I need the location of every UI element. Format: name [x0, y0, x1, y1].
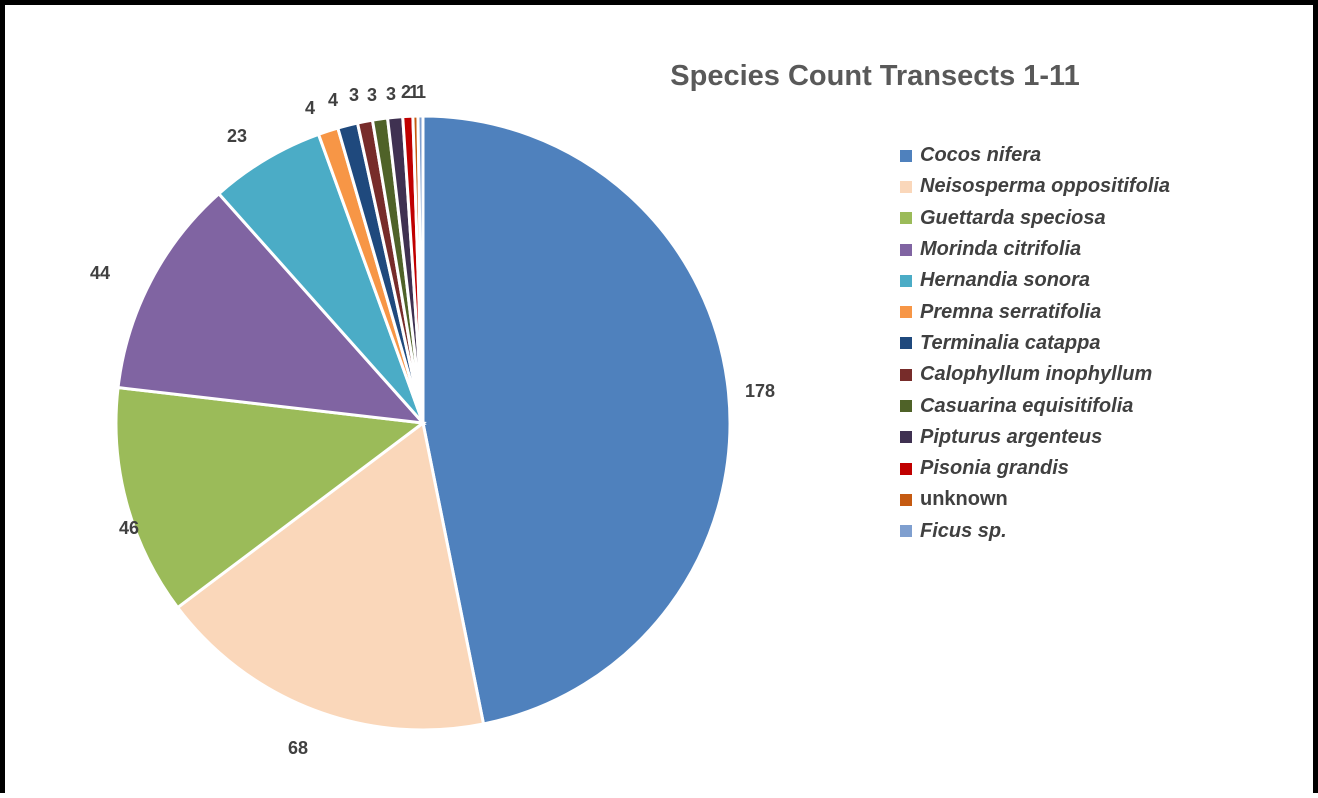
data-label-calophyllum-inophyllum: 3	[349, 85, 359, 105]
data-label-pisonia-grandis: 2	[401, 82, 411, 102]
legend-entry-neisosperma-oppositifolia: Neisosperma oppositifolia	[900, 171, 1170, 202]
legend-label: Morinda citrifolia	[920, 238, 1082, 261]
data-label-terminalia-catappa: 4	[328, 90, 338, 110]
legend-label: Hernandia sonora	[920, 269, 1091, 292]
legend-label: Calophyllum inophyllum	[920, 363, 1153, 386]
legend-entry-ficus-sp: Ficus sp.	[900, 516, 1170, 547]
legend-entry-calophyllum-inophyllum: Calophyllum inophyllum	[900, 359, 1170, 390]
legend-swatch	[900, 525, 912, 538]
legend-swatch	[900, 462, 912, 475]
legend-swatch	[900, 274, 912, 287]
pie-slice-guettarda-speciosa	[114, 385, 427, 610]
data-label-guettarda-speciosa: 46	[119, 518, 139, 538]
data-label-hernandia-sonora: 23	[227, 126, 247, 146]
legend-swatch	[900, 368, 912, 381]
data-label-pipturus-argenteus: 3	[386, 84, 396, 104]
legend-label: Ficus sp.	[920, 519, 1007, 542]
legend-label: Pisonia grandis	[920, 457, 1069, 480]
legend-label: unknown	[920, 488, 1008, 511]
data-label-casuarina-equisitifolia: 3	[367, 85, 377, 105]
legend-swatch	[900, 337, 912, 350]
pie-slice-neisosperma-oppositifolia	[175, 420, 486, 732]
pie-slice-cocos-nifera	[421, 114, 732, 726]
legend-label: Terminalia catappa	[920, 331, 1101, 354]
legend-label: Guettarda speciosa	[920, 206, 1106, 229]
legend-label: Casuarina equisitifolia	[920, 394, 1134, 417]
data-label-premna-serratifolia: 4	[305, 98, 315, 118]
pie-slice-ficus-sp	[416, 114, 425, 424]
legend-swatch	[900, 212, 912, 225]
legend-swatch	[900, 493, 912, 506]
legend-entry-hernandia-sonora: Hernandia sonora	[900, 265, 1170, 296]
legend-swatch	[900, 149, 912, 162]
legend-entry-premna-serratifolia: Premna serratifolia	[900, 296, 1170, 327]
legend-entry-pisonia-grandis: Pisonia grandis	[900, 453, 1170, 484]
legend-swatch	[900, 306, 912, 319]
legend-entry-guettarda-speciosa: Guettarda speciosa	[900, 203, 1170, 234]
data-label-neisosperma-oppositifolia: 68	[288, 738, 308, 758]
pie-slice-morinda-citrifolia	[116, 191, 427, 425]
legend-swatch	[900, 400, 912, 413]
data-label-morinda-citrifolia: 44	[90, 263, 110, 283]
legend-swatch	[900, 243, 912, 256]
legend-entry-casuarina-equisitifolia: Casuarina equisitifolia	[900, 390, 1170, 421]
legend-entry-cocos-nifera: Cocos nifera	[900, 140, 1170, 171]
data-label-ficus-sp: 1	[416, 82, 426, 102]
legend: Cocos nifera Neisosperma oppositifolia Gue…	[900, 140, 1170, 547]
data-label-unknown: 1	[409, 82, 419, 102]
legend-swatch	[900, 431, 912, 444]
legend-swatch	[900, 180, 912, 193]
legend-entry-morinda-citrifolia: Morinda citrifolia	[900, 234, 1170, 265]
legend-entry-unknown: unknown	[900, 484, 1170, 515]
legend-label: Cocos nifera	[920, 144, 1042, 167]
legend-entry-terminalia-catappa: Terminalia catappa	[900, 328, 1170, 359]
chart-title: Species Count Transects 1-11	[670, 60, 1080, 92]
legend-entry-pipturus-argenteus: Pipturus argenteus	[900, 422, 1170, 453]
legend-label: Neisosperma oppositifolia	[920, 175, 1171, 198]
data-label-cocos-nifera: 178	[745, 381, 775, 401]
legend-label: Pipturus argenteus	[920, 425, 1103, 448]
legend-label: Premna serratifolia	[920, 300, 1102, 323]
